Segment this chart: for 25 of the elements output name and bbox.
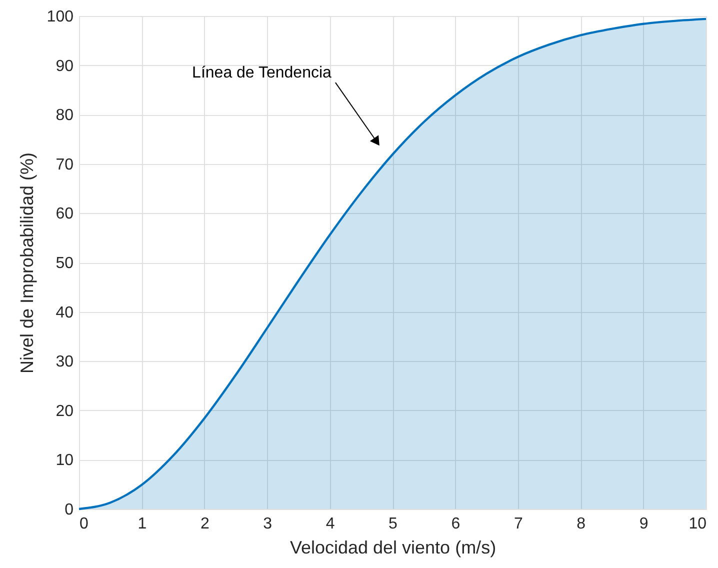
x-tick-label: 7 [514,516,523,532]
x-tick-label: 4 [326,516,335,532]
y-tick-label: 20 [56,402,74,420]
x-tick-label: 1 [138,516,147,532]
x-tick-label: 3 [263,516,272,532]
annotation: Línea de Tendencia [192,64,332,82]
y-tick-label: 90 [56,58,74,75]
y-tick-label: 10 [56,452,74,470]
y-tick-label: 70 [56,156,74,174]
x-tick-label: 0 [80,516,88,532]
y-tick-label: 80 [56,107,74,124]
y-tick-label: 50 [56,255,74,272]
x-tick-label: 2 [200,516,210,532]
x-tick-label: 5 [388,516,398,532]
x-axis-title: Velocidad del viento (m/s) [290,538,496,558]
y-tick-label: 30 [56,354,74,371]
y-tick-label: 0 [64,502,74,518]
y-axis-title: Nivel de Improbabilidad (%) [16,152,37,374]
y-tick-label: 40 [56,304,74,322]
x-tick-label: 6 [451,516,460,532]
y-tick-label: 60 [56,206,74,223]
x-tick-label: 8 [576,516,586,532]
x-tick-label: 10 [688,516,707,532]
y-tick-label: 100 [46,8,74,26]
x-tick-label: 9 [639,516,648,532]
